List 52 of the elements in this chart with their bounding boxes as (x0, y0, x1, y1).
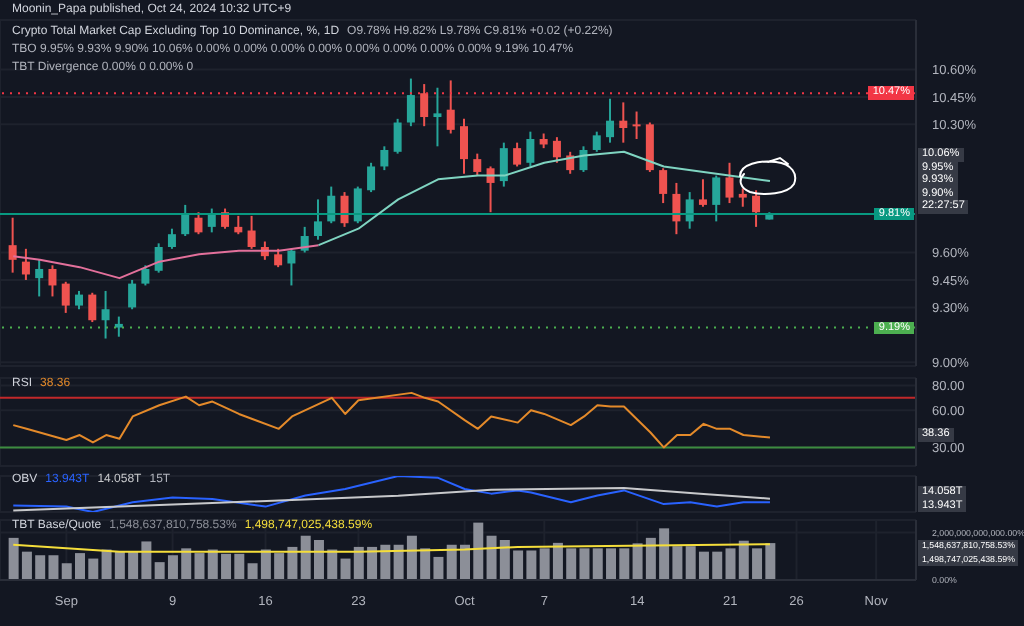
candlestick (194, 211, 203, 236)
candlestick (473, 152, 482, 177)
candlestick (21, 247, 30, 281)
candlestick (526, 130, 535, 168)
candlestick (552, 136, 561, 164)
candlestick (433, 86, 442, 148)
candlestick (327, 185, 336, 225)
candlestick (141, 264, 150, 287)
candlestick (393, 117, 402, 155)
candlestick (101, 289, 110, 340)
candlestick (247, 214, 256, 250)
candlestick (685, 191, 694, 230)
candlestick (672, 181, 681, 236)
candlestick (712, 174, 721, 223)
line-series (317, 150, 771, 247)
candlestick (606, 97, 615, 144)
candlestick (8, 216, 17, 274)
candlestick (274, 247, 283, 269)
candlestick (75, 289, 84, 311)
candlestick (167, 227, 176, 250)
candlestick (353, 185, 362, 225)
candlestick (420, 83, 429, 128)
candlestick (645, 121, 654, 173)
line-series (12, 391, 771, 449)
candlestick (380, 145, 389, 172)
candlestick (406, 77, 415, 128)
candlestick (313, 198, 322, 241)
candlestick (234, 214, 243, 236)
candlestick (659, 167, 668, 205)
candlestick (154, 242, 163, 274)
candlestick (499, 141, 508, 188)
candlestick (632, 110, 641, 140)
candlestick (61, 280, 70, 314)
candlestick (207, 207, 216, 234)
candlestick (88, 291, 97, 324)
candlestick (725, 161, 734, 205)
candlestick (446, 79, 455, 135)
candlestick (367, 161, 376, 194)
candlestick (738, 187, 747, 208)
candlestick (114, 315, 123, 338)
candlestick (513, 141, 522, 168)
candlestick (287, 247, 296, 287)
candlestick (35, 258, 44, 298)
candlestick (128, 278, 137, 311)
candlestick (698, 178, 707, 208)
candlestick (752, 189, 761, 228)
candlestick (592, 130, 601, 153)
candlestick (340, 191, 349, 228)
candlestick (460, 117, 468, 175)
candlestick (48, 264, 57, 298)
candlestick (619, 101, 628, 144)
candlestick (181, 203, 190, 238)
